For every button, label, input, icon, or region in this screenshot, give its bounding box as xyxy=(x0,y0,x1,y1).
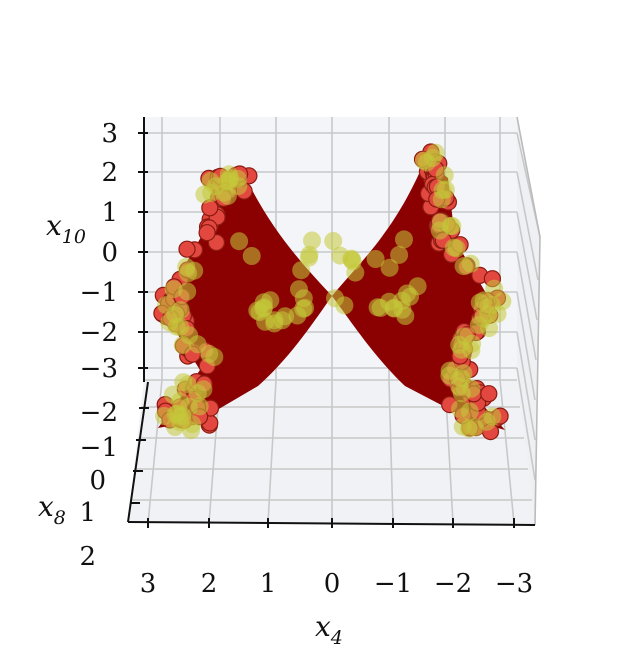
yellow-point xyxy=(200,344,219,363)
grid-side xyxy=(516,171,539,281)
yellow-point xyxy=(254,299,273,318)
yellow-point xyxy=(454,364,473,383)
yellow-point xyxy=(443,217,462,235)
y-tick-label: 2 xyxy=(79,542,96,572)
x-tick-label: −3 xyxy=(495,569,533,599)
yellow-point xyxy=(390,245,409,264)
yellow-point xyxy=(440,361,459,380)
yellow-point xyxy=(265,311,284,330)
y-tick-label: −2 xyxy=(80,398,118,428)
yellow-point xyxy=(168,404,187,423)
yellow-point xyxy=(435,166,454,185)
grid-side xyxy=(516,331,536,441)
yellow-point xyxy=(171,318,190,336)
yellow-point xyxy=(220,171,239,190)
z-tick-label: 1 xyxy=(101,198,118,228)
red-point xyxy=(198,224,216,242)
yellow-point xyxy=(454,257,473,276)
y-tick-label: 0 xyxy=(89,466,106,496)
z-tick-label: 0 xyxy=(101,238,118,268)
y-tick-label: 1 xyxy=(79,498,96,528)
yellow-point xyxy=(366,250,385,268)
x-tick-label: 0 xyxy=(324,569,341,599)
yellow-point xyxy=(393,300,412,319)
y-tick-label: −1 xyxy=(80,433,118,463)
yellow-point xyxy=(493,292,512,311)
yellow-point xyxy=(423,148,442,167)
grid-floor-depth xyxy=(499,379,515,524)
grid-side xyxy=(516,211,538,321)
red-point xyxy=(178,240,196,258)
z-axis-label: x10 xyxy=(46,209,86,248)
yellow-point xyxy=(460,402,479,421)
yellow-point xyxy=(395,230,413,249)
yellow-point xyxy=(303,231,321,250)
red-point xyxy=(480,385,498,403)
z-tick-label: −3 xyxy=(80,354,118,384)
yellow-point xyxy=(480,319,499,338)
yellow-point xyxy=(477,412,496,431)
z-tick-label: 2 xyxy=(101,158,118,188)
yellow-point xyxy=(182,421,201,440)
yellow-point xyxy=(179,264,198,283)
yellow-point xyxy=(342,250,361,269)
x-tick-label: −2 xyxy=(434,569,472,599)
z-tick-label: −2 xyxy=(80,318,118,348)
grid-side xyxy=(516,291,536,401)
yellow-point xyxy=(408,277,427,296)
yellow-point xyxy=(368,298,387,317)
grid-side xyxy=(516,251,537,361)
yellow-point xyxy=(178,282,197,301)
yellow-point xyxy=(462,341,481,360)
yellow-point xyxy=(164,385,182,404)
grid-floor-depth xyxy=(267,379,277,524)
yellow-point xyxy=(155,407,174,425)
yellow-point xyxy=(474,291,493,310)
gridlines xyxy=(130,116,541,526)
yellow-point xyxy=(290,280,308,299)
yellow-point xyxy=(452,384,471,403)
yellow-point xyxy=(174,373,193,392)
yellow-point xyxy=(324,232,343,250)
yellow-point xyxy=(444,238,463,257)
yellow-point xyxy=(188,384,207,403)
x-tick-label: 2 xyxy=(201,569,218,599)
y-axis-label: x8 xyxy=(38,490,66,529)
yellow-point xyxy=(164,280,183,299)
z-tick-label: −1 xyxy=(80,278,118,308)
x-tick-label: 1 xyxy=(260,569,277,599)
yellow-point xyxy=(173,336,192,354)
yellow-point xyxy=(230,232,249,251)
yellow-point xyxy=(326,289,344,308)
y-axis-spine xyxy=(127,381,149,523)
yellow-point xyxy=(242,247,261,265)
x-tick-label: 3 xyxy=(140,569,157,599)
yellow-point xyxy=(202,183,221,202)
yellow-point xyxy=(190,397,209,416)
yellow-point xyxy=(436,180,455,199)
grid-floor-depth xyxy=(388,379,394,524)
yellow-point xyxy=(296,298,315,317)
yellow-point xyxy=(292,261,311,280)
yellow-point xyxy=(380,258,399,277)
scatter-points xyxy=(153,143,512,441)
x-tick-label: −1 xyxy=(374,569,412,599)
grid-side xyxy=(516,367,536,481)
z-tick-label: 3 xyxy=(101,119,118,149)
pane-edge xyxy=(516,116,541,526)
x-axis-label: x4 xyxy=(315,610,343,649)
